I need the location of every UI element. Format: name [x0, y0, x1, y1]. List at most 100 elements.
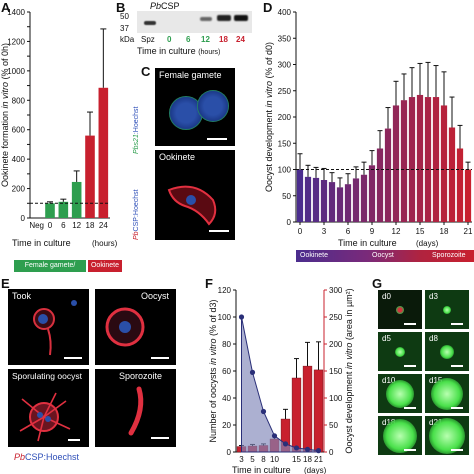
- ookinete-label: Ookinete: [159, 152, 196, 162]
- scale-bar: [451, 365, 463, 367]
- right-y-tick-label: 150: [329, 367, 343, 376]
- right-y-tick-label: 100: [329, 394, 343, 403]
- bar: [416, 94, 424, 222]
- bar: [448, 127, 456, 222]
- x-tick-label: Neg: [29, 221, 44, 230]
- bar: [336, 187, 344, 222]
- count-point: [249, 369, 256, 375]
- time-lapse-image: d21: [425, 416, 469, 455]
- panel-g-grid: d0 d3 d5 d8 d10 d15 d18d21: [378, 290, 470, 458]
- bar: [320, 180, 328, 222]
- bar: [360, 174, 368, 222]
- stage-sporozoite: Sporozoite: [432, 252, 466, 259]
- bar: [312, 177, 320, 222]
- x-tick-label: 3: [322, 227, 327, 236]
- scale-bar: [68, 439, 80, 441]
- left-y-axis-label: Number of oocysts in vitro (% of d3): [208, 299, 218, 442]
- panel-b-title-italic: Pb: [150, 1, 162, 11]
- x-tick-label: 12: [392, 227, 401, 236]
- y-tick-label: 1200: [7, 37, 25, 46]
- area-bar: [302, 365, 313, 453]
- panel-e-caption: PbCSP:Hoechst: [14, 452, 79, 462]
- blot-band-24: [234, 15, 248, 21]
- area-bar: [313, 369, 324, 453]
- time-lapse-image: d15: [425, 374, 469, 413]
- count-point: [315, 448, 322, 454]
- time-lapse-image: d10: [378, 374, 422, 413]
- x-tick-label: 21: [464, 227, 473, 236]
- time-lapse-label: d0: [382, 292, 391, 301]
- x-tick-label: 0: [298, 227, 303, 236]
- scale-bar: [451, 323, 463, 325]
- lane-label-spz: Spz: [141, 35, 155, 44]
- x-tick-label: 6: [346, 227, 351, 236]
- scale-bar: [404, 323, 416, 325]
- time-lapse-image: d0: [378, 290, 422, 329]
- left-y-tick-label: 40: [222, 394, 231, 403]
- y-tick-label: 800: [12, 96, 26, 105]
- panel-b-lane-labels: Spz 0 6 12 18 24: [137, 35, 252, 45]
- panel-b-tick-50: 50: [120, 12, 129, 21]
- panel-b-title-rest: CSP: [161, 1, 180, 11]
- sporulating-oocyst-image: Sporulating oocyst: [8, 369, 89, 447]
- x-tick-label: 3: [239, 455, 244, 464]
- panel-b-xlabel: Time in culture (hours): [137, 46, 220, 56]
- panel-e-letter: E: [1, 276, 10, 291]
- x-tick-label: 21: [314, 455, 323, 464]
- panel-b-xlabel-text: Time in culture: [137, 46, 196, 56]
- panel-b-xlabel-unit: (hours): [198, 49, 221, 56]
- panel-d-letter: D: [263, 0, 273, 15]
- sporulating-oocyst-shape: [19, 392, 71, 442]
- oocyst-label: Oocyst: [141, 291, 170, 301]
- x-tick-label: 9: [370, 227, 375, 236]
- bar: [368, 165, 376, 222]
- right-y-tick-label: 50: [329, 421, 338, 430]
- bar: [400, 100, 408, 222]
- blot-band-spz: [144, 21, 156, 25]
- took-image: Took: [8, 289, 89, 365]
- lane-label-18: 18: [219, 35, 228, 44]
- time-lapse-image: d8: [425, 332, 469, 371]
- time-lapse-image: d3: [425, 290, 469, 329]
- scale-bar: [151, 357, 169, 359]
- time-lapse-image: d5: [378, 332, 422, 371]
- bar: [328, 182, 336, 222]
- x-axis-unit: (hours): [92, 239, 118, 248]
- scale-bar: [404, 407, 416, 409]
- bar: [71, 181, 82, 218]
- count-point: [271, 433, 278, 439]
- x-tick-label: 18: [440, 227, 449, 236]
- gamete-cell-2: [197, 90, 229, 122]
- right-y-tick-label: 200: [329, 340, 343, 349]
- sporozoite-image: Sporozoite: [95, 369, 176, 447]
- bar: [85, 135, 95, 218]
- scale-bar: [207, 138, 227, 140]
- female-gamete-image: Female gamete: [155, 68, 235, 146]
- x-tick-label: 10: [270, 455, 279, 464]
- x-axis-label: Time in culture: [12, 238, 71, 248]
- x-axis-unit: (days): [304, 466, 327, 474]
- x-tick-label: 6: [61, 221, 66, 230]
- y-tick-label: 1000: [7, 67, 25, 76]
- female-gamete-label: Female gamete: [159, 70, 222, 80]
- oocyst-blob: [429, 418, 465, 454]
- blot-band-18: [217, 15, 231, 21]
- x-tick-label: 0: [48, 221, 53, 230]
- time-lapse-label: d3: [429, 292, 438, 301]
- time-lapse-image: d18: [378, 416, 422, 455]
- panel-a-letter: A: [1, 0, 11, 15]
- western-blot: [137, 11, 252, 33]
- bar: [456, 148, 464, 222]
- ookinete-shape: [167, 185, 217, 226]
- took-label: Took: [12, 291, 32, 301]
- y-tick-label: 250: [278, 87, 292, 96]
- count-point: [293, 445, 300, 451]
- y-axis-label: Oocyst development in vitro (% of d0): [264, 42, 274, 192]
- left-y-tick-label: 0: [227, 448, 232, 457]
- lane-label-6: 6: [186, 35, 191, 44]
- right-y-axis-label: Oocyst development in vitro (area in µm²…: [344, 288, 354, 453]
- oocyst-blob: [383, 419, 417, 453]
- y-tick-label: 0: [21, 214, 26, 223]
